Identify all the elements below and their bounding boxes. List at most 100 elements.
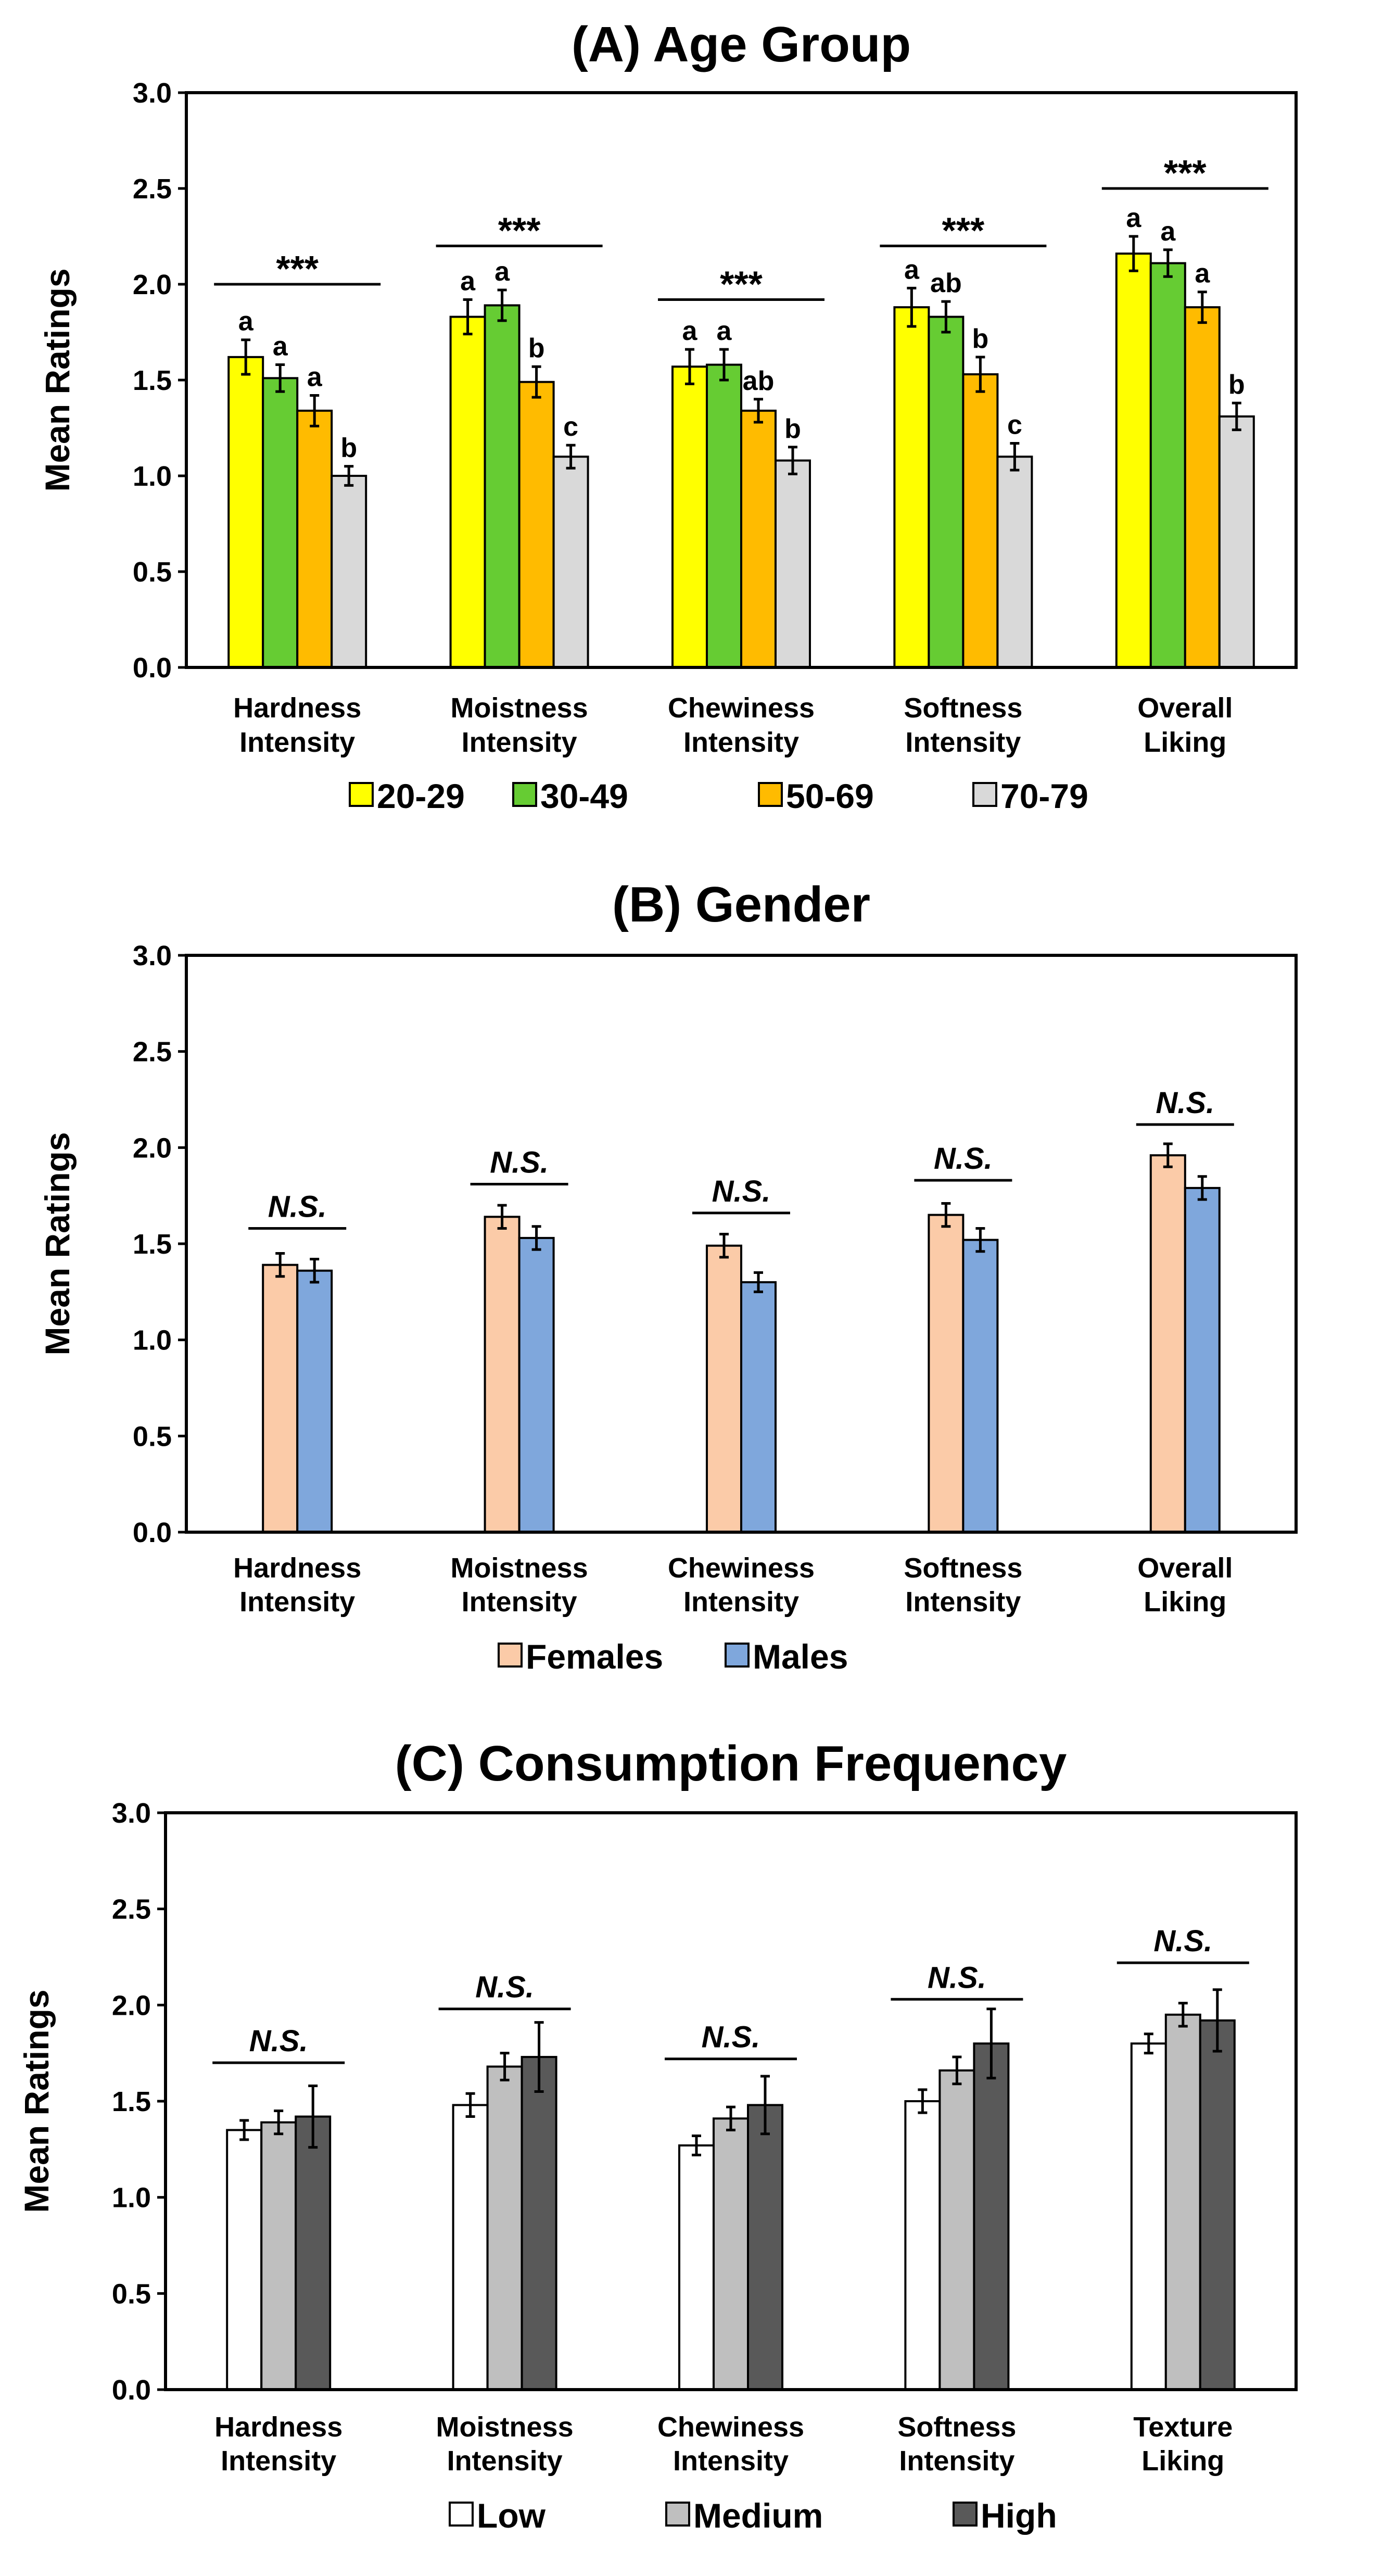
y-axis-label: Mean Ratings bbox=[17, 1989, 56, 2213]
legend-swatch bbox=[449, 2502, 474, 2527]
category-label: Hardness bbox=[214, 2411, 342, 2443]
significance-marker: N.S. bbox=[934, 1142, 993, 1176]
legend-label: High bbox=[981, 2496, 1057, 2535]
y-tick-label: 0.5 bbox=[112, 2278, 151, 2309]
legend-label: Low bbox=[477, 2496, 546, 2535]
significance-letter: a bbox=[307, 362, 323, 392]
significance-marker: N.S. bbox=[490, 1146, 549, 1180]
category-label: Hardness bbox=[233, 1552, 361, 1584]
bar bbox=[1184, 1186, 1221, 1533]
bar bbox=[713, 2117, 749, 2391]
bar bbox=[296, 409, 333, 668]
legend-label: 70-79 bbox=[1000, 777, 1088, 815]
bar bbox=[1218, 415, 1255, 668]
y-tick-label: 0.5 bbox=[133, 1421, 172, 1452]
chart-panel-3: (C) Consumption Frequency 0.0 0.5 1.0 1.5 2.0… bbox=[17, 1736, 1298, 2535]
bar bbox=[775, 459, 811, 668]
chart-panel-2: (B) Gender 0.0 0.5 1.0 1.5 2.0 2.5 3.0 Mean Rati… bbox=[38, 877, 1298, 1676]
significance-letter: a bbox=[238, 307, 254, 337]
y-tick-label: 2.0 bbox=[133, 269, 172, 300]
bar bbox=[552, 456, 589, 668]
significance-marker: N.S. bbox=[1153, 1924, 1212, 1958]
category-label: Intensity bbox=[239, 727, 355, 758]
legend: Low Medium High bbox=[449, 2496, 1057, 2535]
significance-letter: a bbox=[1126, 203, 1141, 233]
bar bbox=[1130, 2042, 1167, 2391]
category-label: Intensity bbox=[221, 2445, 336, 2477]
category-label: Intensity bbox=[462, 727, 577, 758]
bar bbox=[486, 2065, 523, 2391]
significance-marker: N.S. bbox=[928, 1961, 986, 1994]
y-tick-label: 0.0 bbox=[112, 2375, 151, 2406]
chart-title: (C) Consumption Frequency bbox=[395, 1736, 1067, 1791]
legend-label: 30-49 bbox=[540, 777, 628, 815]
significance-marker: *** bbox=[942, 210, 985, 250]
significance-letter: b bbox=[340, 433, 357, 463]
bar bbox=[1149, 262, 1186, 668]
category-label: Liking bbox=[1141, 2445, 1224, 2477]
legend-swatch bbox=[665, 2502, 690, 2527]
category-label: Intensity bbox=[899, 2445, 1014, 2477]
y-tick-label: 2.5 bbox=[112, 1894, 151, 1925]
significance-letter: c bbox=[563, 412, 578, 442]
legend-swatch bbox=[498, 1643, 523, 1668]
legend: Females Males bbox=[498, 1637, 848, 1676]
category-label: Intensity bbox=[905, 727, 1021, 758]
bar bbox=[452, 2104, 489, 2391]
chart-panel-1: (A) Age Group 0.0 0.5 1.0 1.5 2.0 2.5 3.0 Mean R… bbox=[38, 17, 1298, 815]
legend-swatch bbox=[972, 782, 997, 807]
category-label: Overall bbox=[1137, 692, 1233, 724]
bar bbox=[740, 409, 777, 668]
y-axis-label: Mean Ratings bbox=[38, 1132, 77, 1355]
significance-letter: a bbox=[717, 316, 732, 346]
y-tick-label: 2.0 bbox=[133, 1132, 172, 1164]
bar bbox=[1164, 2013, 1201, 2391]
bar bbox=[260, 2121, 297, 2391]
significance-marker: N.S. bbox=[1156, 1086, 1214, 1120]
significance-letter: b bbox=[784, 414, 801, 444]
category-label: Hardness bbox=[233, 692, 361, 724]
category-label: Intensity bbox=[239, 1586, 355, 1618]
legend-label: 50-69 bbox=[786, 777, 874, 815]
legend-swatch bbox=[512, 782, 537, 807]
bar bbox=[938, 2069, 975, 2391]
category-label: Intensity bbox=[905, 1586, 1021, 1618]
category-label: Liking bbox=[1144, 727, 1226, 758]
legend-swatch bbox=[349, 782, 374, 807]
bar bbox=[484, 304, 521, 668]
significance-letter: b bbox=[972, 324, 989, 354]
bar bbox=[747, 2104, 783, 2391]
category-label: Liking bbox=[1144, 1586, 1226, 1618]
category-label: Intensity bbox=[683, 1586, 799, 1618]
bar bbox=[227, 356, 264, 668]
significance-letter: ab bbox=[930, 268, 962, 298]
category-label: Softness bbox=[904, 692, 1022, 724]
bar bbox=[1115, 252, 1152, 668]
category-label: Overall bbox=[1137, 1552, 1233, 1584]
bar bbox=[706, 363, 742, 668]
chart-title: (B) Gender bbox=[612, 877, 870, 932]
bar bbox=[893, 306, 930, 668]
y-tick-label: 1.0 bbox=[112, 2182, 151, 2214]
bar bbox=[678, 2144, 715, 2391]
bar bbox=[449, 315, 486, 668]
significance-letter: b bbox=[528, 333, 545, 363]
category-label: Intensity bbox=[447, 2445, 563, 2477]
category-label: Chewiness bbox=[668, 692, 815, 724]
category-label: Moistness bbox=[451, 1552, 588, 1584]
y-tick-label: 3.0 bbox=[133, 78, 172, 109]
significance-marker: N.S. bbox=[268, 1190, 327, 1223]
y-tick-label: 1.5 bbox=[133, 1229, 172, 1260]
y-tick-label: 0.5 bbox=[133, 557, 172, 588]
y-tick-label: 1.0 bbox=[133, 1325, 172, 1356]
chart-title: (A) Age Group bbox=[572, 17, 911, 72]
